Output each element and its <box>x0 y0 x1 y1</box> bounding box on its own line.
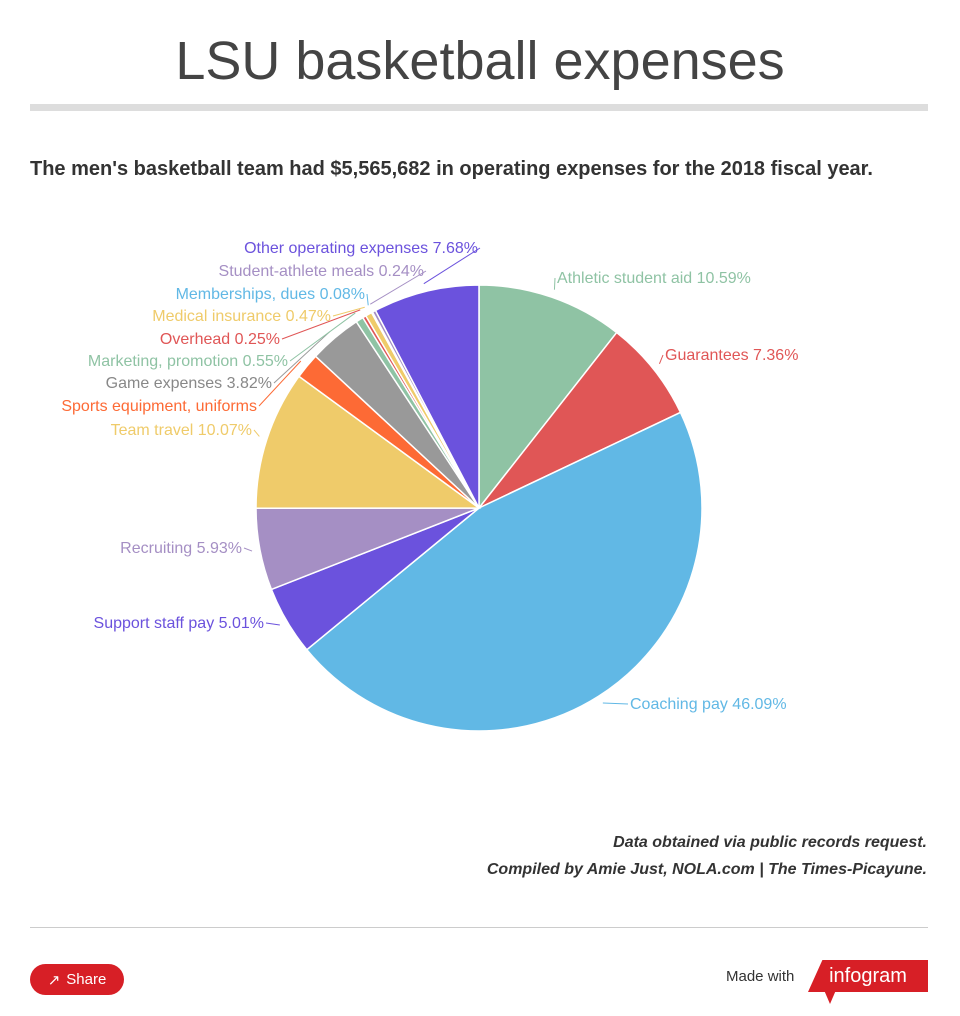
share-icon: ↗ <box>47 971 61 989</box>
leader-line <box>366 293 369 306</box>
leader-line <box>253 429 260 437</box>
slice-label: Recruiting 5.93% <box>120 540 242 557</box>
footer-divider <box>30 927 928 928</box>
share-button[interactable]: ↗ Share <box>30 964 124 995</box>
pie-slice[interactable] <box>305 411 703 732</box>
pie-slice[interactable] <box>374 284 480 509</box>
slice-label: Guarantees 7.36% <box>665 347 798 364</box>
title-divider <box>30 104 928 111</box>
leader-line <box>658 354 664 364</box>
pie-slice[interactable] <box>478 284 618 511</box>
pie-slice[interactable] <box>255 375 482 510</box>
leader-line <box>553 277 556 290</box>
slice-label: Athletic student aid 10.59% <box>557 270 751 287</box>
slice-label: Marketing, promotion 0.55% <box>88 353 288 370</box>
source-note: Data obtained via public records request… <box>613 834 927 851</box>
slice-label: Coaching pay 46.09% <box>630 696 787 713</box>
slice-label: Memberships, dues 0.08% <box>176 286 365 303</box>
leader-line <box>602 702 629 705</box>
leader-line <box>243 547 253 552</box>
leader-line <box>370 270 427 305</box>
leader-line <box>281 309 361 340</box>
made-with-text: Made with <box>726 968 795 985</box>
infogram-logo[interactable]: infogram <box>808 960 928 992</box>
slice-label: Other operating expenses 7.68% <box>244 240 478 257</box>
chart-subtitle: The men's basketball team had $5,565,682… <box>30 158 873 180</box>
slice-label: Sports equipment, uniforms <box>61 398 257 415</box>
slice-label: Support staff pay 5.01% <box>94 615 264 632</box>
share-label: Share <box>66 971 107 988</box>
slice-label: Student-athlete meals 0.24% <box>219 263 424 280</box>
leader-line <box>258 360 302 407</box>
page-title: LSU basketball expenses <box>175 31 785 91</box>
infogram-logo-tail <box>824 990 836 1004</box>
pie-chart: Athletic student aid 10.59% Guarantees 7.… <box>61 240 798 732</box>
slice-label: Team travel 10.07% <box>111 422 252 439</box>
slice-label: Overhead 0.25% <box>160 331 280 348</box>
credit-note: Compiled by Amie Just, NOLA.com | The Ti… <box>486 861 927 878</box>
leader-line <box>332 306 365 317</box>
pie-slice[interactable] <box>478 331 682 509</box>
leader-line <box>265 622 280 626</box>
slice-label: Game expenses 3.82% <box>106 375 272 392</box>
leader-line <box>273 331 331 384</box>
slice-label: Medical insurance 0.47% <box>152 308 331 325</box>
leader-line <box>423 247 481 285</box>
leader-line <box>289 312 356 362</box>
